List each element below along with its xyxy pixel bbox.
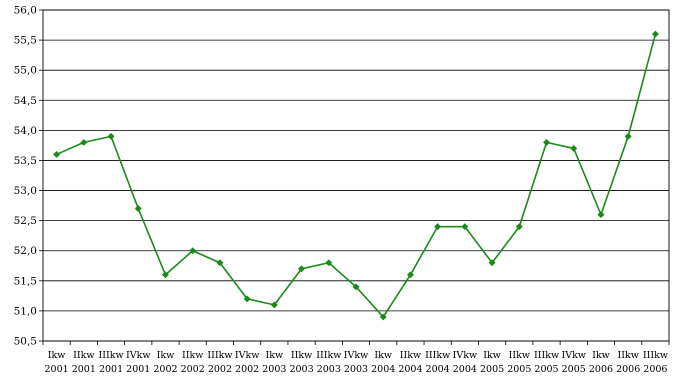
x-tick-label-year: 2001: [45, 364, 69, 375]
x-tick-label-quarter: IIIkw: [98, 350, 123, 361]
data-point: [243, 295, 251, 303]
x-tick-label-quarter: IIIkw: [316, 350, 341, 361]
y-tick-label: 54,0: [14, 125, 37, 137]
data-point: [189, 247, 197, 255]
gridlines: [43, 9, 669, 342]
x-tick-label-year: 2002: [153, 364, 177, 375]
data-series: [53, 30, 659, 321]
data-point: [270, 301, 278, 309]
y-tick-label: 51,5: [14, 275, 37, 287]
data-point: [461, 223, 469, 231]
x-axis-tick-labels: Ikw2001IIkw2001IIIkw2001IVkw2001Ikw2002I…: [45, 350, 668, 375]
x-tick-label-quarter: IIkw: [617, 350, 638, 361]
x-tick-label-year: 2006: [616, 364, 640, 375]
plot-frame: [42, 9, 670, 342]
x-tick-label-quarter: Ikw: [266, 350, 284, 361]
x-tick-label-year: 2002: [208, 364, 232, 375]
data-point: [406, 271, 414, 279]
data-point: [161, 271, 170, 279]
x-tick-label-year: 2003: [317, 364, 341, 375]
y-axis-tick-labels: 50,5 51,0 51,5 52,0 52,5 53,0 53,5 54,0 54,5 55,0…: [14, 5, 37, 348]
y-tick-label: 54,5: [14, 95, 37, 107]
data-point: [434, 223, 442, 231]
y-tick-label: 55,5: [14, 35, 37, 47]
data-point: [325, 259, 333, 267]
x-tick-label-year: 2003: [289, 364, 313, 375]
data-point: [515, 223, 523, 231]
x-tick-label-year: 2004: [371, 364, 395, 375]
data-point: [651, 30, 659, 38]
x-tick-label-quarter: IIIkw: [643, 350, 668, 361]
data-point: [298, 265, 306, 273]
x-tick-label-year: 2004: [453, 364, 477, 375]
x-tick-label-quarter: IIIkw: [425, 350, 450, 361]
data-point: [53, 150, 61, 158]
x-tick-label-year: 2002: [235, 364, 259, 375]
x-tick-label-quarter: IIkw: [182, 350, 203, 361]
data-point: [107, 132, 115, 140]
x-tick-label-quarter: IVkw: [126, 350, 151, 361]
data-point: [488, 259, 496, 267]
x-tick-label-year: 2001: [126, 364, 150, 375]
x-tick-label-quarter: IVkw: [561, 350, 586, 361]
x-tick-label-quarter: Ikw: [592, 350, 610, 361]
data-point: [352, 283, 360, 291]
x-tick-label-year: 2003: [344, 364, 368, 375]
x-tick-label-quarter: IIkw: [73, 350, 94, 361]
x-tick-label-year: 2004: [398, 364, 422, 375]
x-tick-label-quarter: IIkw: [509, 350, 530, 361]
data-point: [379, 313, 387, 321]
x-tick-label-year: 2001: [99, 364, 123, 375]
series-line: [56, 33, 657, 318]
data-point: [542, 138, 551, 146]
x-tick-label-quarter: IVkw: [235, 350, 260, 361]
y-tick-label: 56,0: [14, 5, 37, 17]
x-tick-label-quarter: IIkw: [291, 350, 312, 361]
y-tick-label: 52,0: [14, 245, 37, 257]
x-tick-label-year: 2002: [181, 364, 205, 375]
x-tick-label-quarter: IVkw: [453, 350, 478, 361]
data-point: [624, 132, 632, 140]
data-point: [570, 144, 578, 152]
x-tick-label-quarter: Ikw: [374, 350, 392, 361]
x-tick-label-year: 2003: [262, 364, 286, 375]
x-tick-label-year: 2005: [507, 364, 531, 375]
axes: [39, 9, 670, 345]
y-tick-label: 50,5: [14, 336, 37, 348]
y-tick-label: 51,0: [14, 305, 37, 317]
x-tick-label-quarter: IVkw: [344, 350, 369, 361]
x-tick-label-year: 2005: [562, 364, 586, 375]
x-tick-label-year: 2006: [643, 364, 667, 375]
x-tick-label-quarter: Ikw: [157, 350, 175, 361]
x-tick-label-year: 2006: [589, 364, 613, 375]
x-tick-label-quarter: IIIkw: [534, 350, 559, 361]
y-tick-label: 53,5: [14, 155, 37, 167]
x-tick-label-quarter: IIkw: [400, 350, 421, 361]
y-tick-label: 55,0: [14, 65, 37, 77]
y-tick-label: 53,0: [14, 185, 37, 197]
data-point: [216, 259, 224, 267]
x-tick-label-quarter: IIIkw: [207, 350, 232, 361]
x-tick-label-year: 2005: [480, 364, 504, 375]
x-tick-label-quarter: Ikw: [48, 350, 66, 361]
y-tick-label: 52,5: [14, 215, 37, 227]
x-tick-label-year: 2001: [72, 364, 96, 375]
data-point: [80, 138, 88, 146]
x-tick-label-year: 2005: [534, 364, 558, 375]
x-tick-label-year: 2004: [426, 364, 450, 375]
x-tick-label-quarter: Ikw: [483, 350, 501, 361]
data-point: [134, 205, 142, 213]
data-point: [597, 211, 605, 219]
